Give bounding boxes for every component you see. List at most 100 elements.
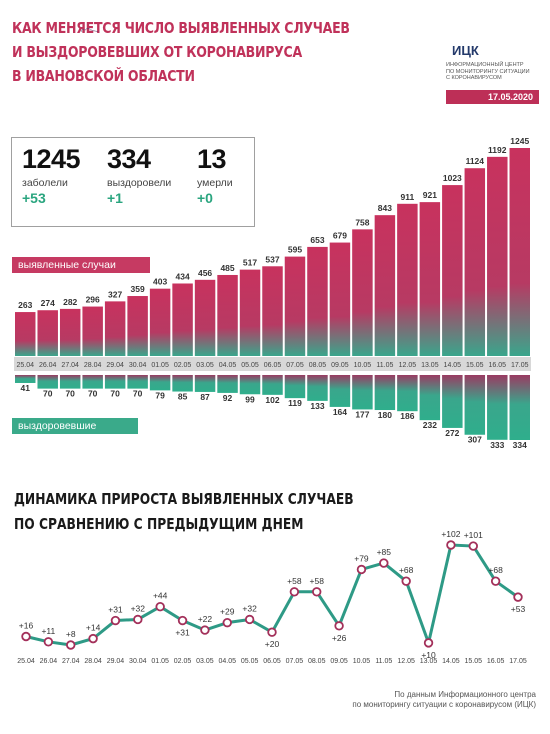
title-line-3: В ИВАНОВСКОЙ ОБЛАСТИ (12, 67, 195, 85)
growth-value-label: +11 (41, 626, 55, 636)
cases-bar (352, 229, 373, 356)
cases-bar (487, 156, 508, 356)
recovered-value-label: 180 (378, 410, 392, 420)
cases-tag: выявленные случаи (12, 257, 150, 273)
growth-value-label: +16 (19, 620, 34, 630)
cases-value-label: 921 (423, 190, 437, 200)
recovered-bar (352, 375, 373, 410)
cases-bar (127, 296, 148, 356)
stat-label: заболели (22, 177, 68, 189)
date-label: 07.05 (286, 362, 304, 369)
growth-value-label: +31 (108, 605, 123, 615)
recovered-value-label: 272 (445, 428, 459, 438)
recovered-value-label: 164 (333, 407, 347, 417)
cases-bar (59, 308, 81, 356)
date-label: 29.04 (106, 362, 124, 369)
recovered-value-label: 99 (245, 394, 255, 404)
line-date-label: 15.05 (465, 658, 483, 665)
line-date-label: 07.05 (286, 658, 304, 665)
recovered-bar (509, 375, 530, 440)
recovered-tag: выздоровевшие (12, 418, 138, 434)
recovered-value-label: 307 (468, 435, 482, 445)
recovered-value-label: 334 (513, 440, 527, 450)
recovered-value-label: 70 (110, 389, 120, 399)
cases-bar (419, 202, 441, 356)
line-date-label: 11.05 (375, 658, 392, 665)
cases-bar (15, 312, 36, 356)
subtitle-line-1: ДИНАМИКА ПРИРОСТА ВЫЯВЛЕННЫХ СЛУЧАЕВ (14, 490, 354, 508)
line-date-label: 17.05 (509, 658, 527, 665)
recovered-value-label: 85 (178, 392, 188, 402)
date-label: 16.05 (489, 362, 507, 369)
line-date-label: 01.05 (151, 658, 169, 665)
growth-value-label: +32 (131, 603, 146, 613)
cases-bar (509, 148, 530, 356)
cases-value-label: 296 (86, 295, 100, 305)
cases-bar (217, 274, 238, 356)
line-date-label: 13.05 (420, 658, 438, 665)
recovered-value-label: 119 (288, 398, 302, 408)
cases-bar (194, 279, 216, 356)
date-label: 10.05 (354, 362, 372, 369)
recovered-bar (82, 375, 103, 389)
recovered-bar (397, 375, 418, 412)
cases-value-label: 403 (153, 277, 167, 287)
line-date-label: 26.04 (40, 658, 58, 665)
growth-point (133, 614, 143, 625)
date-label: 09.05 (331, 362, 349, 369)
cases-value-label: 327 (108, 289, 122, 299)
growth-value-label: +44 (153, 591, 168, 601)
recovered-value-label: 177 (355, 409, 369, 419)
growth-point (43, 637, 54, 647)
date-label: 27.04 (61, 362, 79, 369)
date-label: 15.05 (466, 362, 484, 369)
stat-cases: 1245 заболели +53 (22, 144, 81, 206)
line-date-label: 29.04 (107, 658, 125, 665)
growth-value-label: +20 (265, 639, 280, 649)
cases-value-label: 485 (220, 263, 234, 273)
recovered-bar (194, 375, 216, 392)
page-title: КАК МЕНЯЕТСЯ ЧИСЛО ВЫЯВЛЕННЫХ СЛУЧАЕВ И … (12, 16, 350, 88)
bar-chart: 263 25.04 41 274 26.04 70 282 27.04 70 296 28.04 70… (14, 136, 531, 450)
growth-value-label: +14 (86, 623, 101, 633)
growth-value-label: +53 (511, 604, 526, 614)
growth-value-label: +68 (488, 565, 503, 575)
recovered-bar (464, 375, 486, 435)
date-label: 11.05 (376, 362, 393, 369)
recovered-value-label: 102 (265, 395, 279, 405)
cases-bar (37, 310, 58, 356)
cases-value-label: 434 (175, 271, 189, 281)
growth-point (446, 540, 456, 550)
growth-value-label: +79 (354, 553, 369, 563)
recovered-bar (374, 375, 396, 411)
growth-point (356, 564, 367, 575)
growth-value-label: +8 (66, 629, 76, 639)
cases-value-label: 911 (401, 192, 415, 202)
growth-value-label: +85 (377, 547, 392, 557)
cases-value-label: 537 (265, 254, 279, 264)
recovered-value-label: 79 (155, 390, 165, 400)
date-label: 30.04 (129, 362, 147, 369)
recovered-bar (217, 375, 238, 393)
growth-value-label: +22 (198, 614, 213, 624)
cases-value-label: 359 (131, 284, 145, 294)
growth-point (423, 638, 434, 648)
date-label: 02.05 (174, 362, 192, 369)
date-label: 25.04 (16, 362, 34, 369)
date-label: 28.04 (84, 362, 102, 369)
line-date-label: 27.04 (62, 658, 80, 665)
stat-delta: +1 (107, 190, 123, 206)
growth-point (401, 576, 411, 586)
growth-point (379, 558, 389, 568)
date-label: 04.05 (219, 362, 237, 369)
cases-bar (172, 283, 193, 356)
cases-bar (464, 168, 486, 356)
growth-point (267, 627, 277, 637)
cases-value-label: 517 (243, 258, 257, 268)
cases-value-label: 456 (198, 268, 212, 278)
recovered-value-label: 133 (310, 401, 324, 411)
cases-bar (329, 242, 351, 356)
line-date-label: 30.04 (129, 658, 147, 665)
stat-label: умерли (197, 177, 233, 189)
cases-value-label: 1023 (443, 173, 462, 183)
